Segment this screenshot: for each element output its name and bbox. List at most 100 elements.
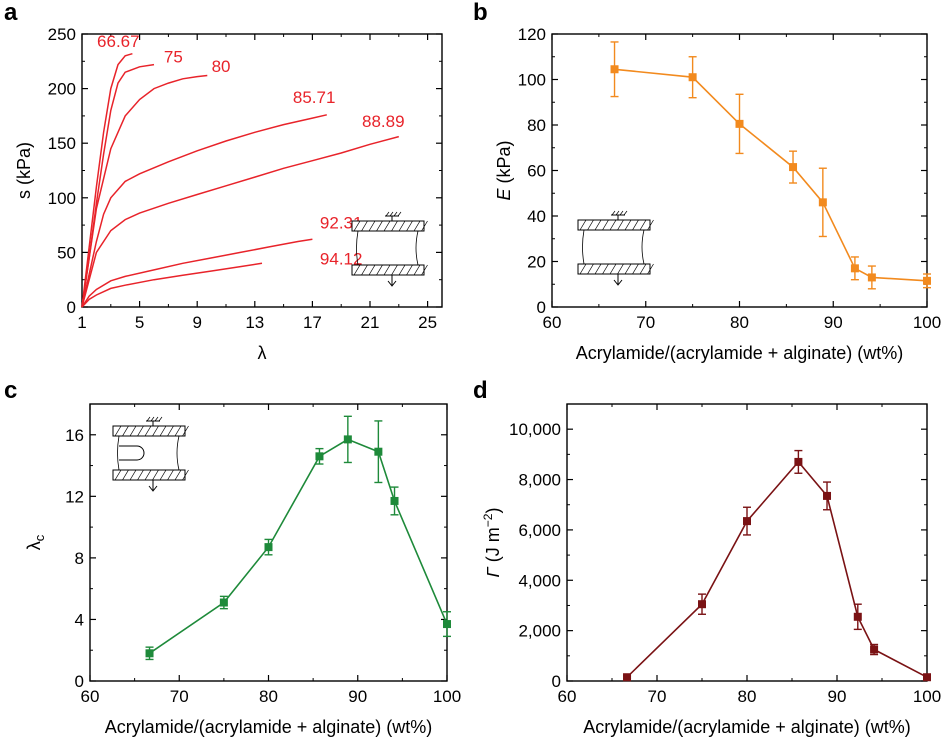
gel-edge: [582, 229, 585, 265]
hatch: [152, 425, 159, 437]
x-tick-label: 70: [636, 313, 655, 332]
data-point: [145, 649, 154, 658]
series-line: [614, 68, 928, 282]
y-axis-label-unit: (J m: [483, 527, 503, 567]
x-tick-label: 80: [730, 313, 749, 332]
data-point: [443, 620, 451, 629]
hatch: [376, 220, 383, 232]
y-tick-label: 12: [65, 487, 84, 506]
fixed-support: [623, 210, 628, 216]
load-arrow-head: [613, 279, 623, 286]
data-point: [850, 264, 859, 273]
data-point: [623, 673, 632, 682]
x-tick-label: 60: [81, 687, 100, 706]
y-tick-label: 8: [75, 549, 84, 568]
hatch: [587, 219, 594, 231]
data-point: [923, 276, 931, 285]
data-point: [264, 543, 273, 552]
data-point: [219, 598, 228, 607]
panel-a: a: [4, 0, 443, 308]
y-axis-label: s (kPa): [14, 142, 34, 199]
clamp-bottom: [112, 469, 186, 481]
hatch: [114, 425, 122, 437]
fixed-support: [619, 210, 624, 216]
data-point: [789, 163, 798, 172]
hatch: [647, 263, 654, 275]
hatch: [639, 263, 647, 275]
y-tick-label: 16: [65, 426, 84, 445]
data-point: [688, 73, 697, 82]
hatch: [602, 263, 609, 275]
y-tick-label: 100: [48, 189, 76, 208]
hatch: [114, 469, 122, 481]
hatch: [137, 425, 144, 437]
data-point: [315, 452, 324, 461]
data-point: [794, 457, 803, 466]
hatch: [167, 425, 174, 437]
hatch: [167, 469, 174, 481]
y-axis-label-symbol: λ: [24, 541, 44, 550]
data-point: [610, 65, 619, 74]
series-line: [149, 438, 448, 654]
y-tick-label: 10,000: [509, 420, 561, 439]
y-axis-label-sub: c: [32, 534, 47, 541]
x-tick-label: 9: [192, 313, 201, 332]
load-arrow-head: [387, 280, 397, 287]
fixed-support: [389, 211, 394, 217]
fixed-support: [385, 211, 390, 217]
hatch: [129, 425, 137, 437]
data-point: [923, 673, 931, 682]
x-tick-label: 21: [361, 313, 380, 332]
series-label: 66.67: [97, 32, 140, 51]
x-tick-label: 90: [348, 687, 367, 706]
y-tick-label: 120: [518, 25, 546, 44]
hatch: [174, 425, 182, 437]
gel-edge: [641, 229, 645, 265]
hatch: [609, 263, 617, 275]
data-point: [735, 119, 744, 128]
fixed-support: [615, 210, 620, 216]
hatch: [182, 469, 189, 481]
notch-crack: [119, 445, 145, 461]
clamp-bottom: [577, 263, 651, 275]
hatch: [632, 219, 639, 231]
clamp-top: [112, 425, 186, 437]
fixed-support: [158, 416, 163, 422]
x-tick-label: 60: [558, 687, 577, 706]
hatch: [376, 264, 383, 276]
fixed-support: [611, 210, 616, 216]
y-axis-label-symbol: E: [494, 188, 514, 201]
hatch: [361, 220, 368, 232]
sample-inset-diagram: [112, 416, 189, 492]
fixed-support: [393, 211, 398, 217]
y-tick-label: 60: [527, 162, 546, 181]
series-label: 80: [212, 57, 231, 76]
series-line-75: [81, 63, 155, 308]
y-axis-label-sup: −2: [481, 513, 495, 527]
x-tick-label: 25: [418, 313, 437, 332]
panel-d: d: [473, 377, 928, 682]
data-point: [867, 273, 876, 282]
hatch: [174, 469, 182, 481]
y-tick-label: 2,000: [518, 622, 561, 641]
series-line-88.89: [81, 135, 399, 308]
series-label: 85.71: [293, 88, 336, 107]
x-tick-label: 13: [245, 313, 264, 332]
hatch: [122, 425, 129, 437]
hatch: [594, 219, 602, 231]
hatch: [383, 220, 391, 232]
data-point: [743, 517, 751, 526]
fixed-support: [150, 416, 155, 422]
panel-letter-c: c: [4, 377, 17, 404]
hatch: [617, 219, 624, 231]
hatch: [129, 469, 137, 481]
hatch: [391, 220, 398, 232]
load-arrow-head: [148, 485, 158, 492]
x-tick-label: 90: [824, 313, 843, 332]
hatch: [413, 220, 421, 232]
x-tick-label: 100: [913, 313, 941, 332]
clamp-bottom: [351, 264, 425, 276]
hatch: [144, 469, 152, 481]
clamp-top: [351, 220, 425, 232]
